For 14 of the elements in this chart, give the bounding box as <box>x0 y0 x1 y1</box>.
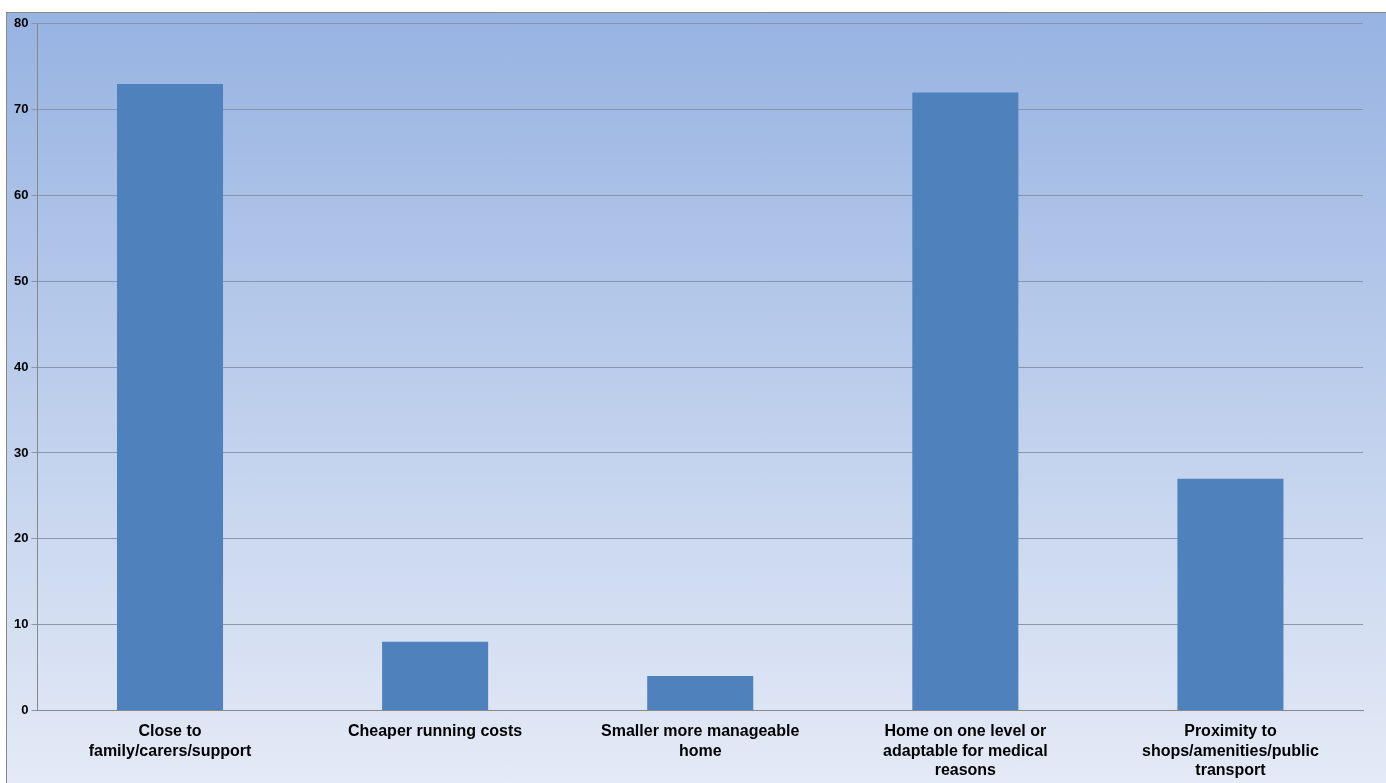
x-tick-label: Smaller more manageable home <box>601 722 800 759</box>
y-tick-label: 50 <box>13 272 29 288</box>
y-tick-label: 10 <box>13 616 29 632</box>
x-tick-label: Home on one level or adaptable for medical reasons <box>883 722 1048 778</box>
y-tick-label: 0 <box>21 701 29 717</box>
y-tick-label: 70 <box>13 101 29 117</box>
y-tick-label: 60 <box>13 187 29 203</box>
x-tick-label: Proximity to shops/amenities/public transport <box>1141 722 1320 778</box>
x-tick-label: Close to family/carers/support <box>88 722 253 759</box>
y-tick-label: 30 <box>13 444 29 460</box>
y-tick-label: 40 <box>13 358 29 374</box>
x-tick-label: Cheaper running costs <box>348 722 523 740</box>
y-tick-label: 20 <box>13 530 29 546</box>
y-tick-label: 80 <box>13 15 29 31</box>
